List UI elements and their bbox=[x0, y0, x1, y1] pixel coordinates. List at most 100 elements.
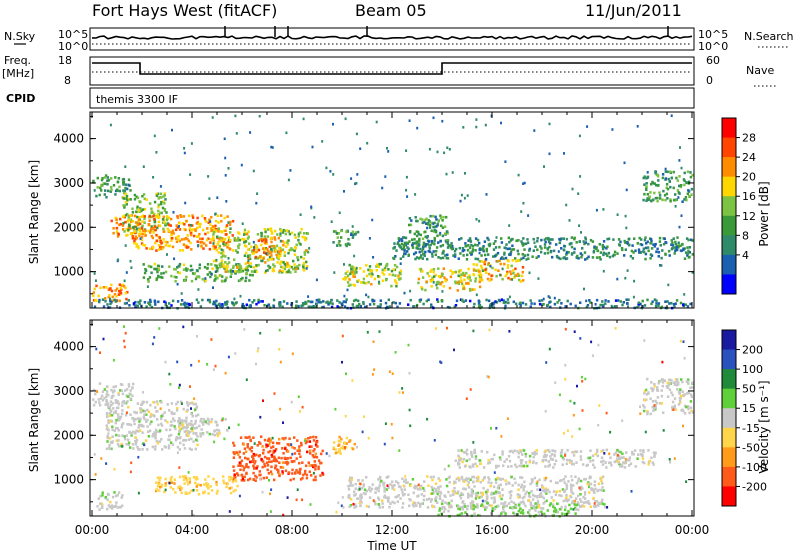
heatmap-cell bbox=[251, 455, 254, 459]
heatmap-cell bbox=[432, 116, 435, 120]
heatmap-cell bbox=[527, 214, 530, 217]
heatmap-cell bbox=[214, 420, 217, 424]
heatmap-cell bbox=[344, 414, 347, 418]
heatmap-cell bbox=[238, 464, 241, 467]
heatmap-cell bbox=[190, 142, 193, 145]
heatmap-cell bbox=[309, 436, 312, 439]
heatmap-cell bbox=[205, 244, 208, 247]
heatmap-cell bbox=[205, 421, 208, 425]
heatmap-cell bbox=[460, 193, 463, 197]
heatmap-cell bbox=[126, 199, 129, 202]
heatmap-cell bbox=[467, 244, 470, 247]
heatmap-cell bbox=[354, 487, 357, 490]
heatmap-cell bbox=[419, 267, 423, 271]
heatmap-cell bbox=[186, 423, 189, 427]
heatmap-cell bbox=[446, 146, 449, 150]
heatmap-cell bbox=[601, 498, 604, 502]
nsky-tick-high-right: 10^5 bbox=[698, 28, 728, 41]
heatmap-cell bbox=[276, 256, 279, 259]
heatmap-cell bbox=[524, 242, 528, 246]
heatmap-cell bbox=[352, 233, 355, 237]
heatmap-cell bbox=[660, 402, 663, 405]
heatmap-cell bbox=[117, 444, 121, 448]
heatmap-cell bbox=[656, 396, 660, 399]
heatmap-cell bbox=[350, 270, 353, 274]
heatmap-cell bbox=[224, 233, 227, 236]
heatmap-cell bbox=[185, 480, 188, 483]
heatmap-cell bbox=[429, 223, 432, 227]
nsearch-label: N.Search bbox=[744, 30, 794, 43]
heatmap-cell bbox=[216, 196, 219, 199]
heatmap-cell bbox=[239, 468, 242, 471]
velocity-colorbar-label: Velocity [m s⁻¹] bbox=[757, 380, 771, 473]
heatmap-cell bbox=[417, 483, 420, 487]
heatmap-cell bbox=[163, 490, 166, 494]
heatmap-cell bbox=[238, 279, 242, 282]
heatmap-cell bbox=[533, 129, 536, 132]
heatmap-cell bbox=[436, 298, 439, 301]
heatmap-cell bbox=[250, 446, 253, 449]
heatmap-cell bbox=[567, 480, 570, 483]
heatmap-cell bbox=[414, 216, 417, 219]
heatmap-cell bbox=[522, 502, 526, 505]
heatmap-cell bbox=[650, 381, 653, 384]
heatmap-cell bbox=[123, 189, 127, 193]
heatmap-cell bbox=[131, 226, 135, 229]
heatmap-cell bbox=[356, 497, 360, 500]
heatmap-cell bbox=[215, 483, 218, 487]
heatmap-cell bbox=[687, 378, 690, 381]
heatmap-cell bbox=[391, 500, 394, 504]
heatmap-cell bbox=[92, 294, 95, 297]
heatmap-cell bbox=[443, 276, 446, 279]
heatmap-cell bbox=[577, 479, 580, 483]
heatmap-cell bbox=[207, 487, 210, 490]
heatmap-cell bbox=[281, 305, 284, 309]
heatmap-cell bbox=[301, 461, 304, 464]
heatmap-cell bbox=[380, 262, 382, 266]
heatmap-cell bbox=[378, 330, 381, 333]
heatmap-cell bbox=[677, 241, 680, 245]
heatmap-cell bbox=[164, 243, 168, 247]
heatmap-cell bbox=[392, 484, 395, 488]
heatmap-cell bbox=[220, 239, 223, 243]
heatmap-cell bbox=[183, 279, 187, 282]
heatmap-cell bbox=[441, 244, 445, 247]
colorbar-segment bbox=[722, 254, 736, 275]
heatmap-cell bbox=[182, 478, 186, 481]
heatmap-cell bbox=[182, 243, 186, 246]
heatmap-cell bbox=[303, 236, 306, 239]
heatmap-cell bbox=[447, 464, 450, 468]
heatmap-cell bbox=[437, 275, 441, 278]
heatmap-cell bbox=[163, 209, 166, 212]
heatmap-cell bbox=[490, 496, 493, 500]
heatmap-cell bbox=[171, 236, 174, 240]
heatmap-cell bbox=[385, 263, 389, 266]
heatmap-cell bbox=[674, 248, 678, 251]
heatmap-cell bbox=[348, 493, 351, 497]
heatmap-cell bbox=[674, 199, 677, 202]
heatmap-cell bbox=[475, 476, 478, 480]
heatmap-cell bbox=[396, 495, 399, 498]
heatmap-cell bbox=[321, 471, 324, 475]
heatmap-cell bbox=[121, 404, 124, 407]
heatmap-cell bbox=[385, 496, 388, 499]
heatmap-cell bbox=[469, 388, 472, 391]
heatmap-cell bbox=[340, 229, 343, 233]
heatmap-cell bbox=[407, 343, 410, 347]
heatmap-cell bbox=[127, 215, 130, 219]
heatmap-cell bbox=[575, 461, 578, 464]
heatmap-cell bbox=[178, 228, 182, 231]
heatmap-cell bbox=[208, 218, 211, 222]
heatmap-cell bbox=[616, 449, 619, 452]
colorbar-tick-label: -100 bbox=[742, 461, 767, 474]
heatmap-cell bbox=[322, 473, 325, 476]
heatmap-cell bbox=[362, 492, 366, 495]
heatmap-cell bbox=[122, 221, 125, 225]
heatmap-cell bbox=[266, 444, 270, 447]
heatmap-cell bbox=[548, 301, 551, 304]
heatmap-cell bbox=[244, 450, 248, 453]
heatmap-cell bbox=[159, 211, 162, 215]
heatmap-cell bbox=[271, 249, 274, 253]
heatmap-cell bbox=[374, 502, 377, 506]
heatmap-cell bbox=[325, 166, 328, 170]
